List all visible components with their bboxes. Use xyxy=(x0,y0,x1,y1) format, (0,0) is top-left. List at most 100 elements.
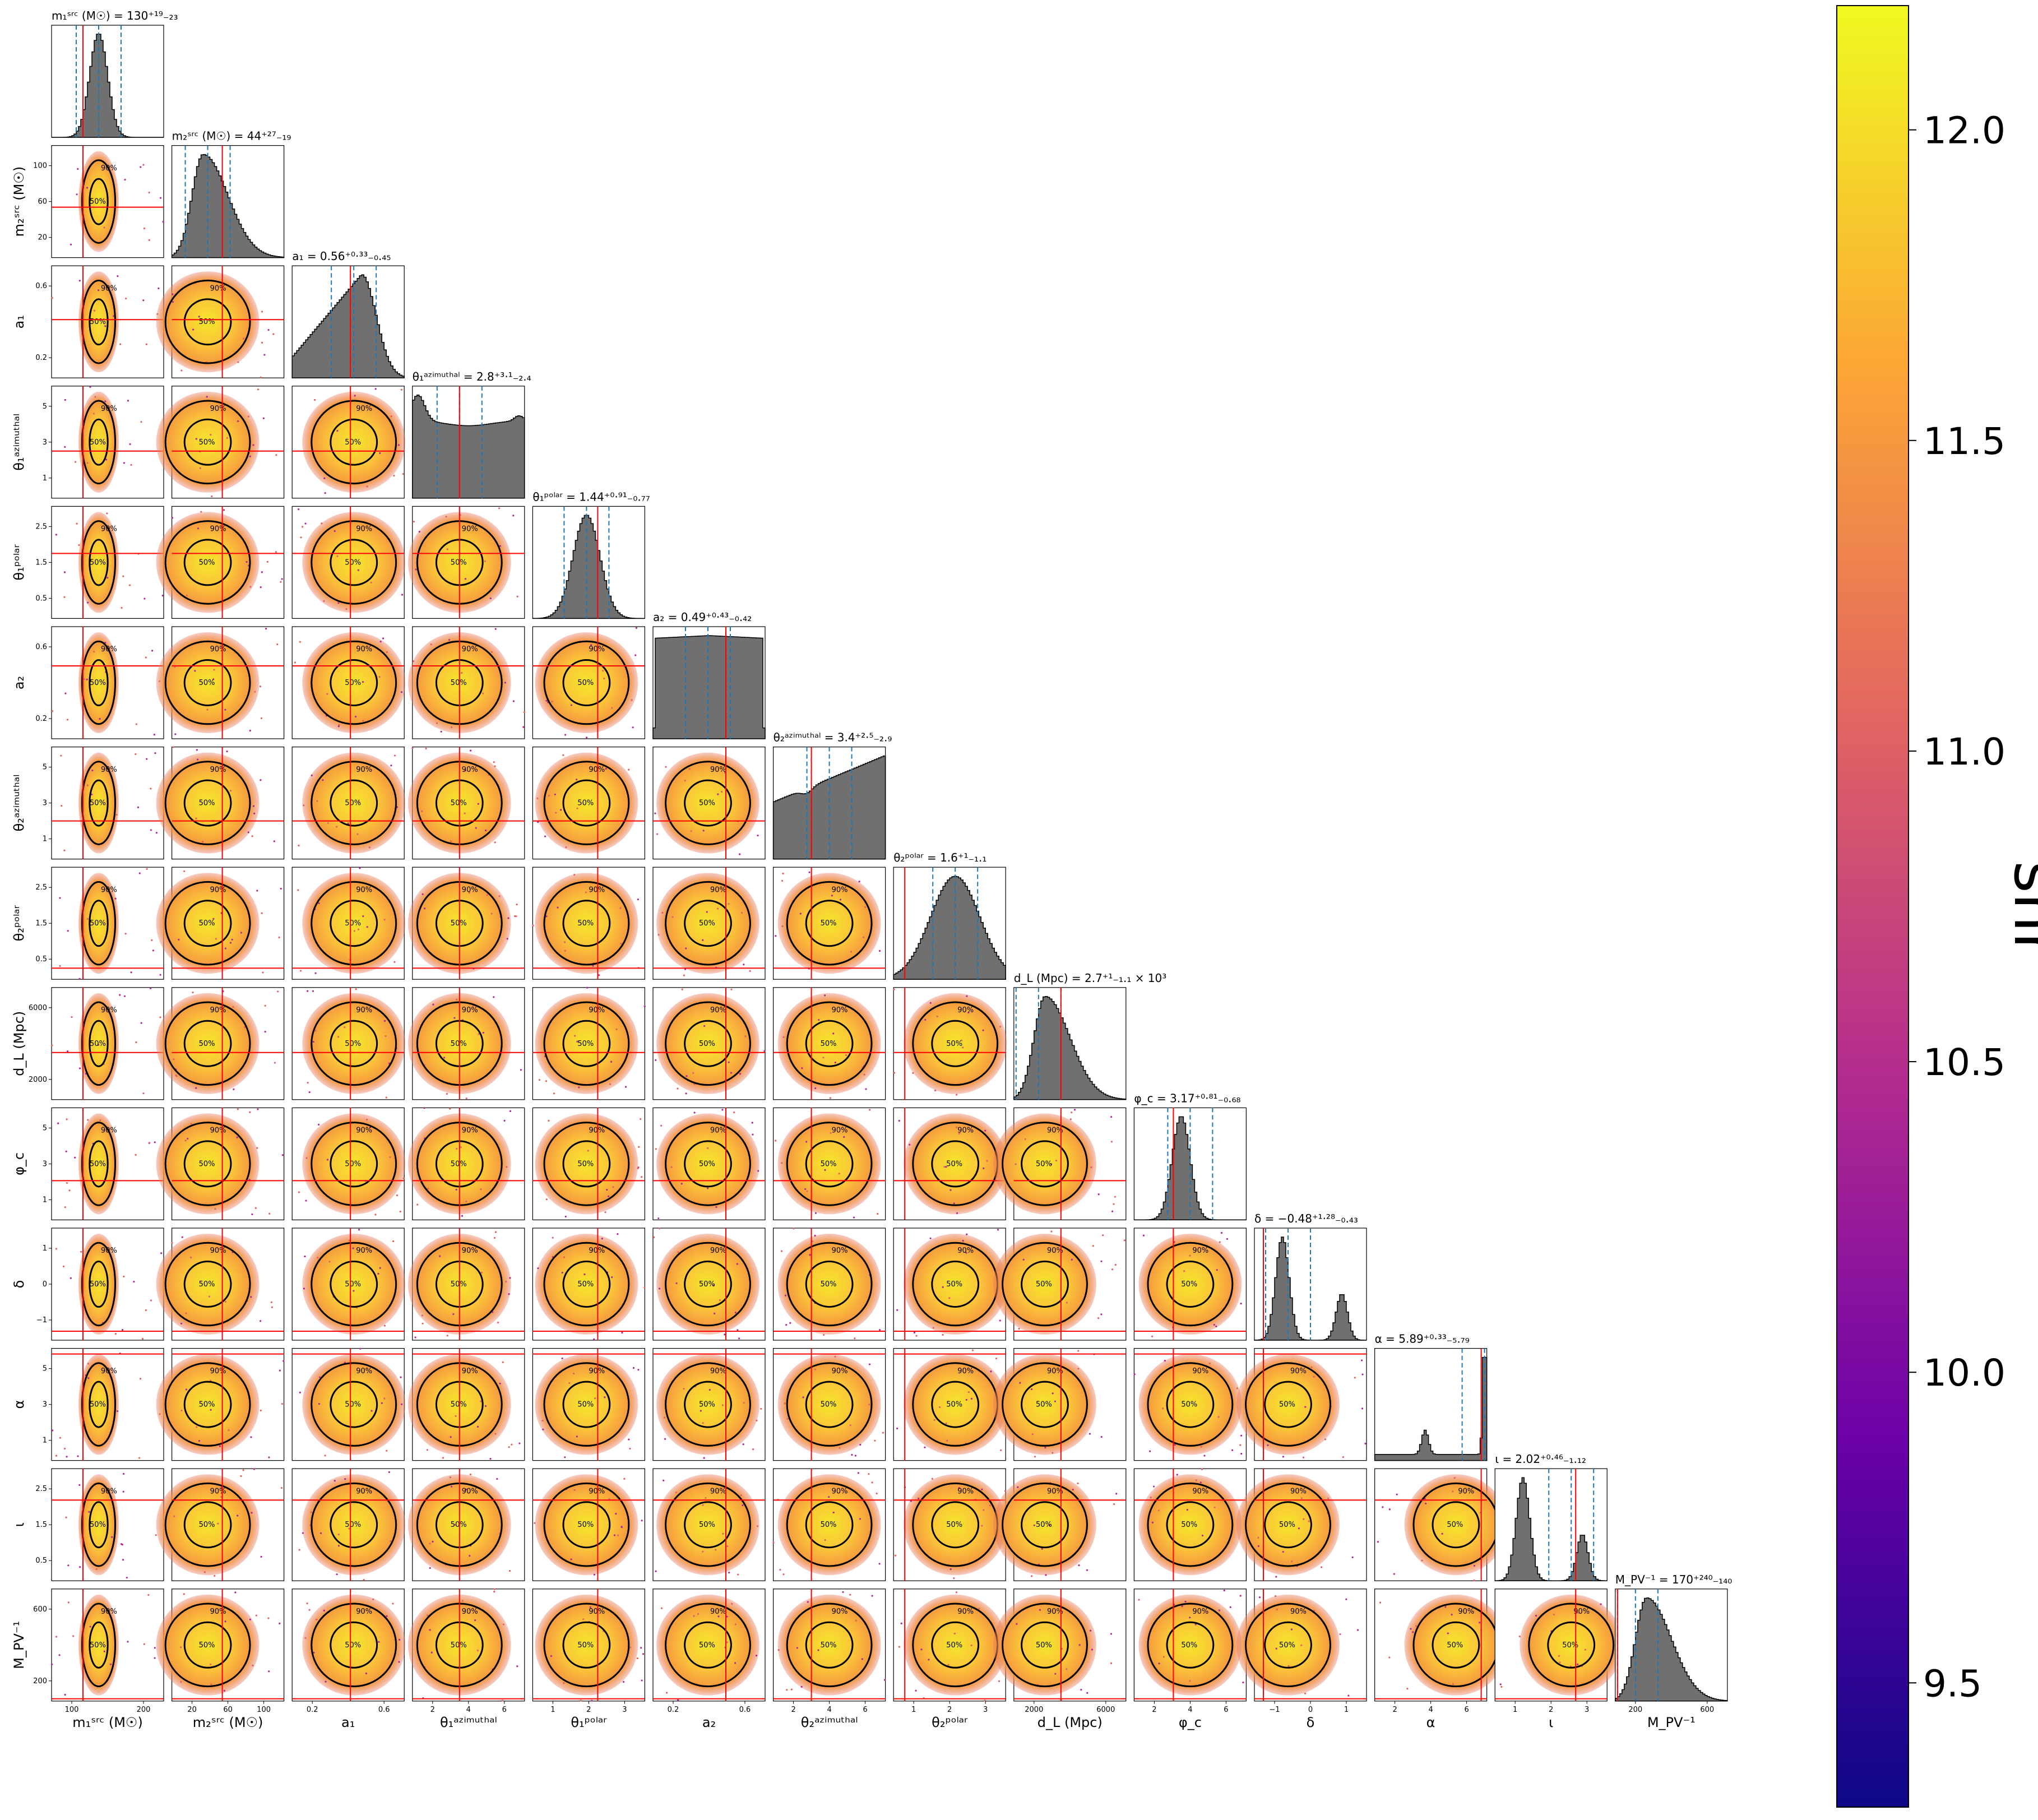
contour-label-50: 50% xyxy=(577,679,594,687)
scatter-point xyxy=(883,1679,886,1681)
scatter-point xyxy=(461,1215,464,1217)
panel-8-1: 90%50% xyxy=(156,987,285,1100)
scatter-point xyxy=(1090,1166,1092,1169)
y-tick-label: 5 xyxy=(43,402,47,411)
density-cloud xyxy=(777,1354,881,1455)
panel-5-1: 90%50% xyxy=(156,626,285,739)
scatter-point xyxy=(1379,1601,1382,1604)
scatter-point xyxy=(692,1072,694,1074)
scatter-point xyxy=(230,790,232,792)
density-cloud xyxy=(78,1113,119,1215)
scatter-point xyxy=(180,1409,183,1412)
scatter-point xyxy=(628,768,630,771)
scatter-point xyxy=(493,761,495,763)
scatter-point xyxy=(265,628,267,630)
scatter-point xyxy=(51,297,53,299)
contour-label-50: 50% xyxy=(821,1280,837,1289)
scatter-point xyxy=(563,1256,566,1258)
colorbar-tick-label: 11.0 xyxy=(1923,730,2005,774)
scatter-point xyxy=(508,1569,511,1572)
contour-label-50: 50% xyxy=(821,919,837,928)
scatter-point xyxy=(790,1688,793,1691)
scatter-point xyxy=(450,1436,452,1438)
contour-50 xyxy=(330,1020,378,1067)
scatter-point xyxy=(151,650,154,652)
scatter-point xyxy=(1066,1302,1068,1304)
contour-label-50: 50% xyxy=(1562,1641,1578,1650)
contour-50 xyxy=(1264,1381,1312,1428)
scatter-point xyxy=(947,1664,949,1666)
contour-50 xyxy=(330,659,378,706)
scatter-point xyxy=(62,1265,65,1267)
scatter-point xyxy=(99,717,101,720)
contour-90 xyxy=(311,640,397,725)
scatter-point xyxy=(259,686,262,688)
panel-11-10: 90%50% xyxy=(1236,1348,1367,1461)
contour-50 xyxy=(931,1621,980,1669)
x-tick-label: −1 xyxy=(1269,1706,1280,1714)
contour-label-90: 90% xyxy=(462,1367,478,1376)
contour-90 xyxy=(1147,1482,1234,1567)
contour-label-50: 50% xyxy=(345,558,361,567)
density-cloud xyxy=(78,151,119,252)
scatter-point xyxy=(217,1522,219,1525)
marginal-panel-1: m₂ˢʳᶜ (M☉) = 44⁺²⁷₋₁₉ xyxy=(171,129,291,258)
contour-label-90: 90% xyxy=(210,1608,226,1616)
scatter-point xyxy=(554,793,556,795)
scatter-point xyxy=(268,1670,270,1673)
contour-50 xyxy=(684,1501,732,1549)
scatter-point xyxy=(127,400,129,402)
scatter-point xyxy=(1024,1138,1026,1140)
scatter-point xyxy=(657,1217,660,1220)
contour-label-90: 90% xyxy=(832,1006,848,1015)
y-tick-label: 5 xyxy=(43,763,47,772)
y-axis-label: M_PV⁻¹ xyxy=(11,1621,27,1669)
scatter-point xyxy=(497,1321,499,1324)
x-axis-label: ι xyxy=(1549,1715,1553,1730)
contour-label-50: 50% xyxy=(199,1521,215,1529)
scatter-point xyxy=(382,637,385,640)
scatter-point xyxy=(422,893,424,895)
scatter-point xyxy=(516,1665,518,1668)
scatter-point xyxy=(742,1504,744,1507)
scatter-point xyxy=(871,1481,873,1484)
scatter-point xyxy=(154,752,156,754)
scatter-point xyxy=(632,726,634,729)
contour-90 xyxy=(1002,1362,1088,1447)
scatter-point xyxy=(505,1280,507,1283)
scatter-point xyxy=(572,1372,575,1375)
panel-8-6: 90%50% xyxy=(772,987,886,1100)
scatter-point xyxy=(214,1574,216,1577)
scatter-point xyxy=(268,1456,270,1458)
scatter-point xyxy=(981,1488,983,1490)
scatter-point xyxy=(413,660,415,663)
marginal-title: θ₂ᵖᵒˡᵃʳ = 1.6⁺¹₋₁.₁ xyxy=(893,851,986,864)
contour-50 xyxy=(684,1621,732,1669)
scatter-point xyxy=(965,1252,967,1254)
scatter-point xyxy=(1396,1493,1398,1495)
scatter-point xyxy=(545,1198,548,1201)
scatter-point xyxy=(86,918,89,920)
density-cloud xyxy=(302,752,406,854)
contour-label-50: 50% xyxy=(451,919,467,928)
contour-90 xyxy=(81,1122,117,1206)
panel-12-10: 90%50% xyxy=(1236,1468,1367,1581)
contour-label-50: 50% xyxy=(821,1401,837,1409)
scatter-point xyxy=(103,1650,105,1652)
scatter-point xyxy=(411,747,414,749)
scatter-point xyxy=(1452,1683,1455,1685)
scatter-point xyxy=(260,717,263,720)
scatter-point xyxy=(86,187,89,189)
scatter-point xyxy=(256,1147,258,1149)
scatter-point xyxy=(224,947,226,950)
contour-label-90: 90% xyxy=(1458,1608,1474,1616)
scatter-point xyxy=(262,971,264,974)
density-cloud xyxy=(535,873,638,974)
contour-label-90: 90% xyxy=(710,1247,726,1255)
scatter-point xyxy=(522,726,525,728)
density-cloud xyxy=(302,512,406,613)
scatter-point xyxy=(882,1432,884,1434)
scatter-point xyxy=(1302,1456,1305,1458)
